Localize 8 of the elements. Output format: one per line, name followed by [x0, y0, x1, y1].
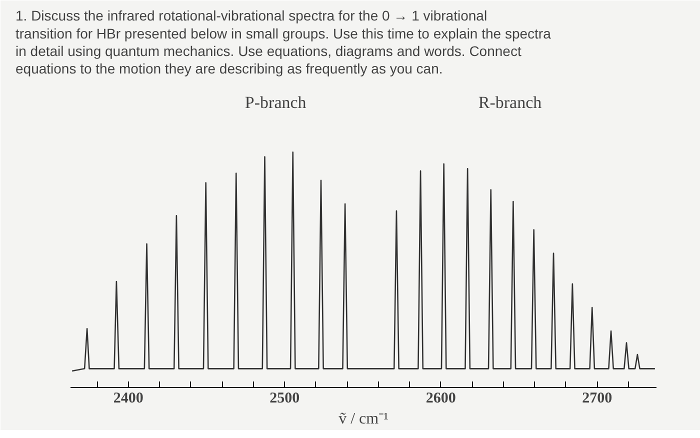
x-tick-label: 2500 [270, 390, 300, 406]
text: R-branch [478, 93, 542, 112]
x-tick-label: 2400 [113, 390, 144, 406]
text: P-branch [244, 93, 307, 112]
x-tick-label: 2600 [426, 390, 456, 406]
x-axis-title: ṽ / cm⁻¹ [338, 410, 389, 428]
chart-title: 1. Discuss the infrared rotational-vibrational spectra for the 0 → 1 vibrational transition for HBr presented below in small groups. Use this time to explain the spectra in detail using quantum mechanics. Use equations, diagrams and words. Connect equations to the motion they are describing as frequently as you can. [16, 8, 552, 76]
x-tick-label: 2700 [582, 390, 612, 406]
